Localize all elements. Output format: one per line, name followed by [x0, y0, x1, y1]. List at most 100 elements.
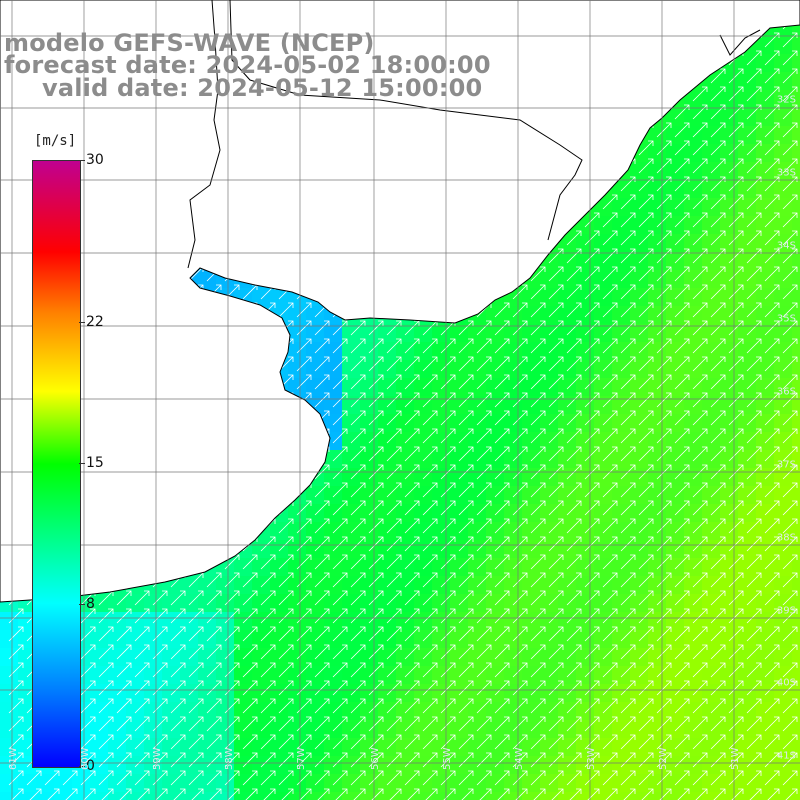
wind-speed-cell [324, 360, 343, 379]
wind-speed-cell [792, 468, 800, 487]
wind-arrow [548, 590, 564, 606]
wind-speed-cell [684, 558, 703, 577]
longitude-label: 52W [658, 747, 669, 770]
wind-arrow [584, 590, 600, 606]
wind-arrow [677, 788, 690, 800]
wind-arrow [458, 500, 474, 516]
wind-speed-cell [504, 666, 523, 685]
wind-speed-cell [342, 486, 361, 505]
wind-speed-cell [576, 594, 595, 613]
wind-arrow [746, 536, 762, 552]
wind-arrow [512, 572, 528, 588]
wind-speed-cell [414, 486, 433, 505]
wind-speed-cell [702, 630, 721, 649]
wind-arrow [638, 410, 654, 426]
wind-arrow [458, 428, 474, 444]
wind-arrow [548, 770, 564, 786]
wind-arrow [368, 590, 384, 606]
wind-arrow [314, 320, 330, 336]
wind-speed-cell [360, 612, 379, 631]
wind-speed-cell [720, 342, 739, 361]
wind-speed-cell [666, 540, 685, 559]
wind-arrow [98, 680, 114, 696]
wind-arrow [476, 590, 492, 606]
wind-arrow [548, 392, 564, 408]
wind-arrow [134, 752, 150, 768]
wind-arrow [710, 500, 726, 516]
wind-speed-cell [558, 468, 577, 487]
wind-arrow [296, 302, 312, 318]
wind-speed-cell [630, 540, 649, 559]
wind-speed-cell [216, 756, 235, 775]
wind-arrow [638, 752, 654, 768]
wind-speed-cell [540, 594, 559, 613]
wind-speed-cell [792, 684, 800, 703]
wind-speed-cell [324, 540, 343, 559]
wind-speed-cell [756, 612, 775, 631]
wind-arrow [314, 554, 330, 570]
wind-speed-cell [522, 702, 541, 721]
wind-speed-cell [540, 612, 559, 631]
wind-speed-cell [360, 576, 379, 595]
wind-speed-cell [360, 774, 379, 793]
wind-speed-cell [774, 468, 793, 487]
wind-arrow [170, 644, 186, 660]
wind-speed-cell [198, 774, 217, 793]
wind-arrow [278, 662, 294, 678]
colorbar [32, 160, 81, 768]
wind-speed-cell [504, 486, 523, 505]
wind-speed-cell [774, 270, 793, 289]
wind-arrow [674, 446, 690, 462]
wind-arrow [764, 248, 780, 264]
wind-arrow [584, 662, 600, 678]
wind-speed-cell [162, 594, 181, 613]
wind-speed-cell [126, 630, 145, 649]
wind-arrow [332, 428, 348, 444]
wind-arrow [584, 680, 600, 696]
wind-speed-cell [216, 792, 235, 800]
wind-speed-cell [630, 306, 649, 325]
wind-speed-cell [702, 702, 721, 721]
wind-speed-cell [774, 234, 793, 253]
wind-speed-cell [756, 306, 775, 325]
wind-speed-cell [792, 648, 800, 667]
wind-speed-cell [126, 666, 145, 685]
wind-speed-cell [288, 558, 307, 577]
wind-speed-cell [738, 396, 757, 415]
wind-speed-cell [180, 756, 199, 775]
wind-speed-cell [378, 648, 397, 667]
wind-arrow [440, 374, 456, 390]
wind-arrow [332, 662, 348, 678]
wind-speed-cell [720, 702, 739, 721]
wind-arrow [530, 338, 546, 354]
wind-arrow [692, 140, 708, 156]
wind-arrow [476, 716, 492, 732]
wind-speed-cell [594, 576, 613, 595]
wind-arrow [548, 626, 564, 642]
wind-arrow [656, 284, 672, 300]
wind-speed-cell [162, 648, 181, 667]
wind-speed-cell [558, 432, 577, 451]
wind-arrow [602, 338, 618, 354]
wind-speed-cell [684, 144, 703, 163]
wind-arrow [710, 554, 726, 570]
wind-speed-cell [576, 270, 595, 289]
wind-speed-cell [288, 594, 307, 613]
wind-arrow [476, 338, 492, 354]
wind-speed-cell [414, 342, 433, 361]
wind-arrow [440, 626, 456, 642]
wind-speed-cell [486, 360, 505, 379]
wind-arrow [350, 554, 366, 570]
wind-speed-cell [486, 594, 505, 613]
wind-speed-cell [666, 360, 685, 379]
wind-speed-cell [738, 162, 757, 181]
wind-arrow [476, 518, 492, 534]
wind-arrow [242, 608, 258, 624]
wind-arrow [602, 284, 618, 300]
wind-arrow [278, 734, 294, 750]
wind-speed-cell [306, 540, 325, 559]
wind-arrow [440, 482, 456, 498]
wind-speed-cell [702, 648, 721, 667]
wind-speed-cell [378, 756, 397, 775]
wind-arrow [764, 284, 780, 300]
